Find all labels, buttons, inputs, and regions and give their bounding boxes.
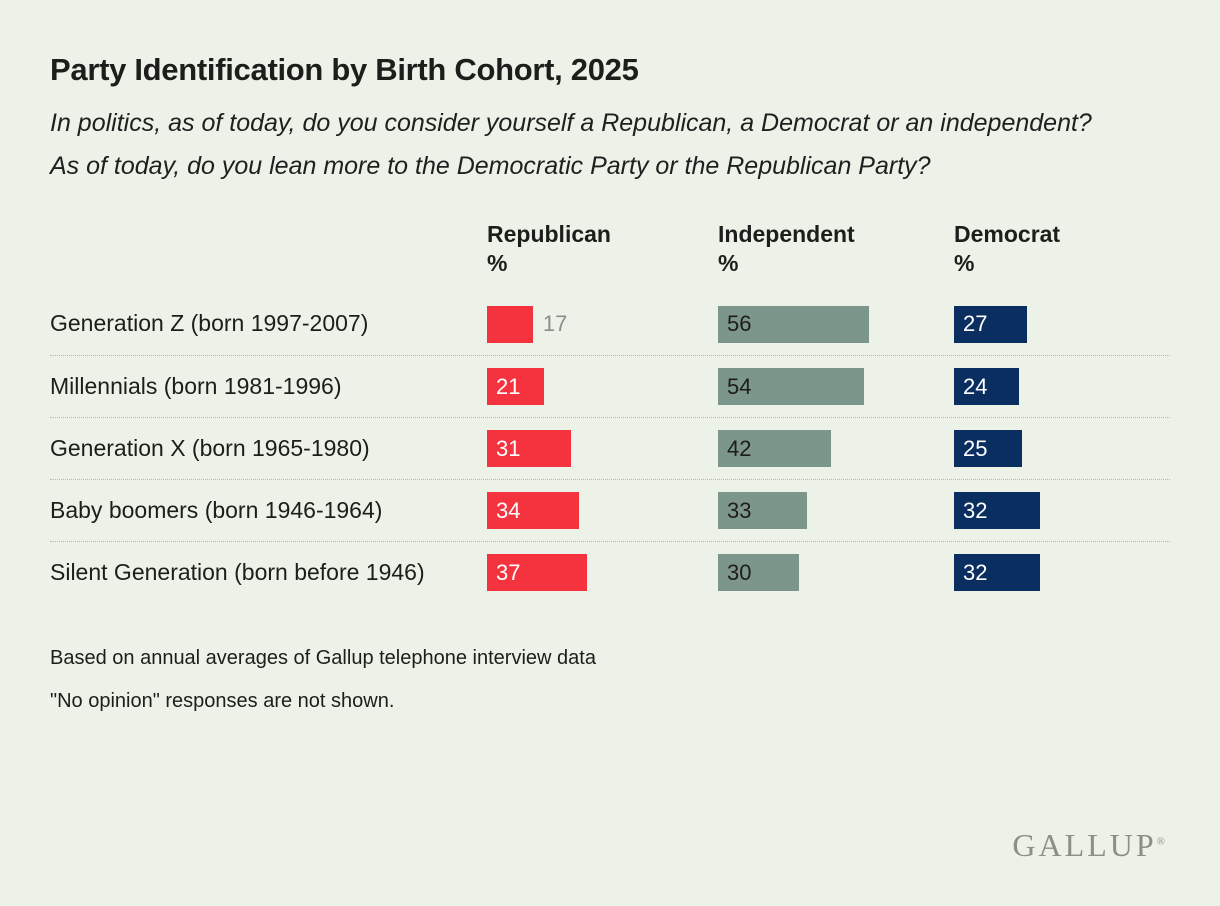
registered-trademark-icon: ®	[1156, 835, 1165, 848]
column-header-democrat: Democrat %	[954, 220, 1061, 277]
bar-value: 25	[963, 435, 988, 461]
bar-value: 54	[727, 373, 752, 399]
bar-cell-independent: 33	[718, 492, 954, 530]
bar-independent: 56	[718, 305, 870, 343]
survey-question-1: In politics, as of today, do you conside…	[50, 109, 1092, 137]
category-label: Generation X (born 1965-1980)	[50, 434, 370, 461]
bar-value: 37	[496, 559, 521, 585]
bar-value: 32	[963, 497, 988, 523]
bar-value: 21	[496, 373, 521, 399]
bar-cell-republican: 17	[487, 305, 718, 343]
bar-independent: 33	[718, 492, 808, 530]
bar-cell-democrat: 27	[954, 305, 1170, 343]
bar-value: 17	[542, 311, 568, 337]
bar-independent: 54	[718, 368, 864, 406]
bar-cell-independent: 54	[718, 368, 954, 406]
bar-independent: 42	[718, 430, 832, 468]
bar-cell-independent: 42	[718, 430, 954, 468]
bar-cell-democrat: 32	[954, 554, 1170, 592]
footnotes: Based on annual averages of Gallup telep…	[50, 647, 1170, 713]
bar-chart: Republican % Independent % Democrat % Ge…	[50, 220, 1170, 604]
bar-republican	[487, 305, 533, 343]
bar-value: 33	[727, 497, 752, 523]
bar-cell-republican: 31	[487, 430, 718, 468]
bar-independent: 30	[718, 554, 799, 592]
bar-cell-democrat: 32	[954, 492, 1170, 530]
chart-rows: Generation Z (born 1997-2007) 17 56 27 Mille…	[50, 293, 1170, 603]
bar-value: 24	[963, 373, 988, 399]
table-row: Generation X (born 1965-1980) 31 42 25	[50, 417, 1170, 479]
category-label: Baby boomers (born 1946-1964)	[50, 496, 383, 523]
bar-cell-democrat: 25	[954, 430, 1170, 468]
bar-cell-republican: 37	[487, 554, 718, 592]
bar-republican: 31	[487, 430, 571, 468]
bar-value: 32	[963, 559, 988, 585]
survey-question-2: As of today, do you lean more to the Dem…	[50, 151, 931, 180]
bar-democrat: 32	[954, 492, 1041, 530]
bar-republican: 21	[487, 368, 544, 406]
bar-value: 42	[727, 435, 752, 461]
bar-democrat: 24	[954, 368, 1019, 406]
bar-value: 31	[496, 435, 521, 461]
bar-cell-republican: 34	[487, 492, 718, 530]
bar-value: 27	[963, 311, 988, 337]
chart-column-headers: Republican % Independent % Democrat %	[50, 220, 1170, 280]
table-row: Silent Generation (born before 1946) 37 30…	[50, 541, 1170, 603]
category-label: Millennials (born 1981-1996)	[50, 372, 342, 399]
bar-democrat: 32	[954, 554, 1041, 592]
category-label: Silent Generation (born before 1946)	[50, 558, 425, 585]
bar-republican: 37	[487, 554, 587, 592]
table-row: Generation Z (born 1997-2007) 17 56 27	[50, 293, 1170, 355]
bar-democrat: 27	[954, 305, 1027, 343]
bar-cell-independent: 56	[718, 305, 954, 343]
table-row: Baby boomers (born 1946-1964) 34 33 32	[50, 479, 1170, 541]
bar-republican: 34	[487, 492, 579, 530]
bar-value: 56	[727, 311, 752, 337]
column-header-independent: Independent %	[718, 220, 855, 277]
bar-value: 30	[727, 559, 752, 585]
bar-cell-independent: 30	[718, 554, 954, 592]
page-title: Party Identification by Birth Cohort, 20…	[50, 52, 639, 87]
footnote-source: Based on annual averages of Gallup telep…	[50, 647, 596, 670]
bar-cell-democrat: 24	[954, 368, 1170, 406]
category-label: Generation Z (born 1997-2007)	[50, 310, 369, 337]
table-row: Millennials (born 1981-1996) 21 54 24	[50, 355, 1170, 417]
survey-questions: In politics, as of today, do you conside…	[50, 104, 1170, 186]
bar-democrat: 25	[954, 430, 1022, 468]
footnote-no-opinion: "No opinion" responses are not shown.	[50, 690, 395, 713]
bar-value: 34	[496, 497, 521, 523]
gallup-logo: GALLUP®	[1012, 827, 1165, 863]
bar-cell-republican: 21	[487, 368, 718, 406]
column-header-republican: Republican %	[487, 220, 611, 277]
